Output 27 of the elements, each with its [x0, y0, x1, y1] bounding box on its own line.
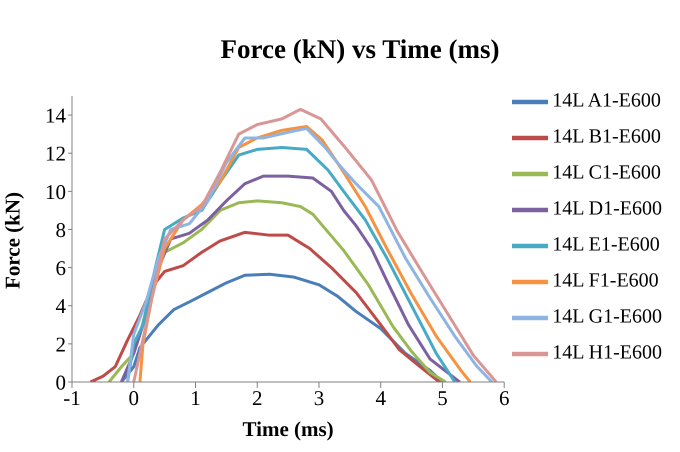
y-tick-label: 0: [56, 370, 66, 394]
legend-label: 14L B1-E600: [552, 126, 661, 148]
y-axis-title: Force (kN): [0, 192, 24, 289]
y-tick-label: 14: [45, 104, 66, 128]
x-tick-label: 0: [128, 386, 139, 410]
x-tick-label: 5: [437, 386, 448, 410]
legend-label: 14L H1-E600: [552, 342, 662, 364]
x-tick-label: 6: [498, 386, 510, 410]
y-tick-label: 2: [56, 332, 66, 356]
legend-label: 14L C1-E600: [552, 162, 661, 184]
x-axis-title: Time (ms): [242, 417, 334, 441]
legend-label: 14L F1-E600: [552, 270, 659, 292]
y-tick-label: 4: [56, 294, 66, 318]
x-tick-label: 4: [375, 386, 386, 410]
chart-title: Force (kN) vs Time (ms): [220, 34, 500, 65]
legend-label: 14L A1-E600: [552, 90, 661, 112]
y-tick-label: 10: [45, 180, 66, 204]
y-tick-label: 12: [45, 142, 66, 166]
line-series: [89, 230, 441, 382]
legend-label: 14L E1-E600: [552, 234, 660, 256]
x-tick-label: 3: [314, 386, 324, 410]
y-tick-label: 6: [56, 256, 66, 280]
x-tick-label: 2: [252, 386, 262, 410]
legend-label: 14L D1-E600: [552, 198, 662, 220]
y-tick-label: 8: [56, 218, 66, 242]
legend-label: 14L G1-E600: [552, 306, 662, 328]
x-tick-label: 1: [190, 386, 201, 410]
